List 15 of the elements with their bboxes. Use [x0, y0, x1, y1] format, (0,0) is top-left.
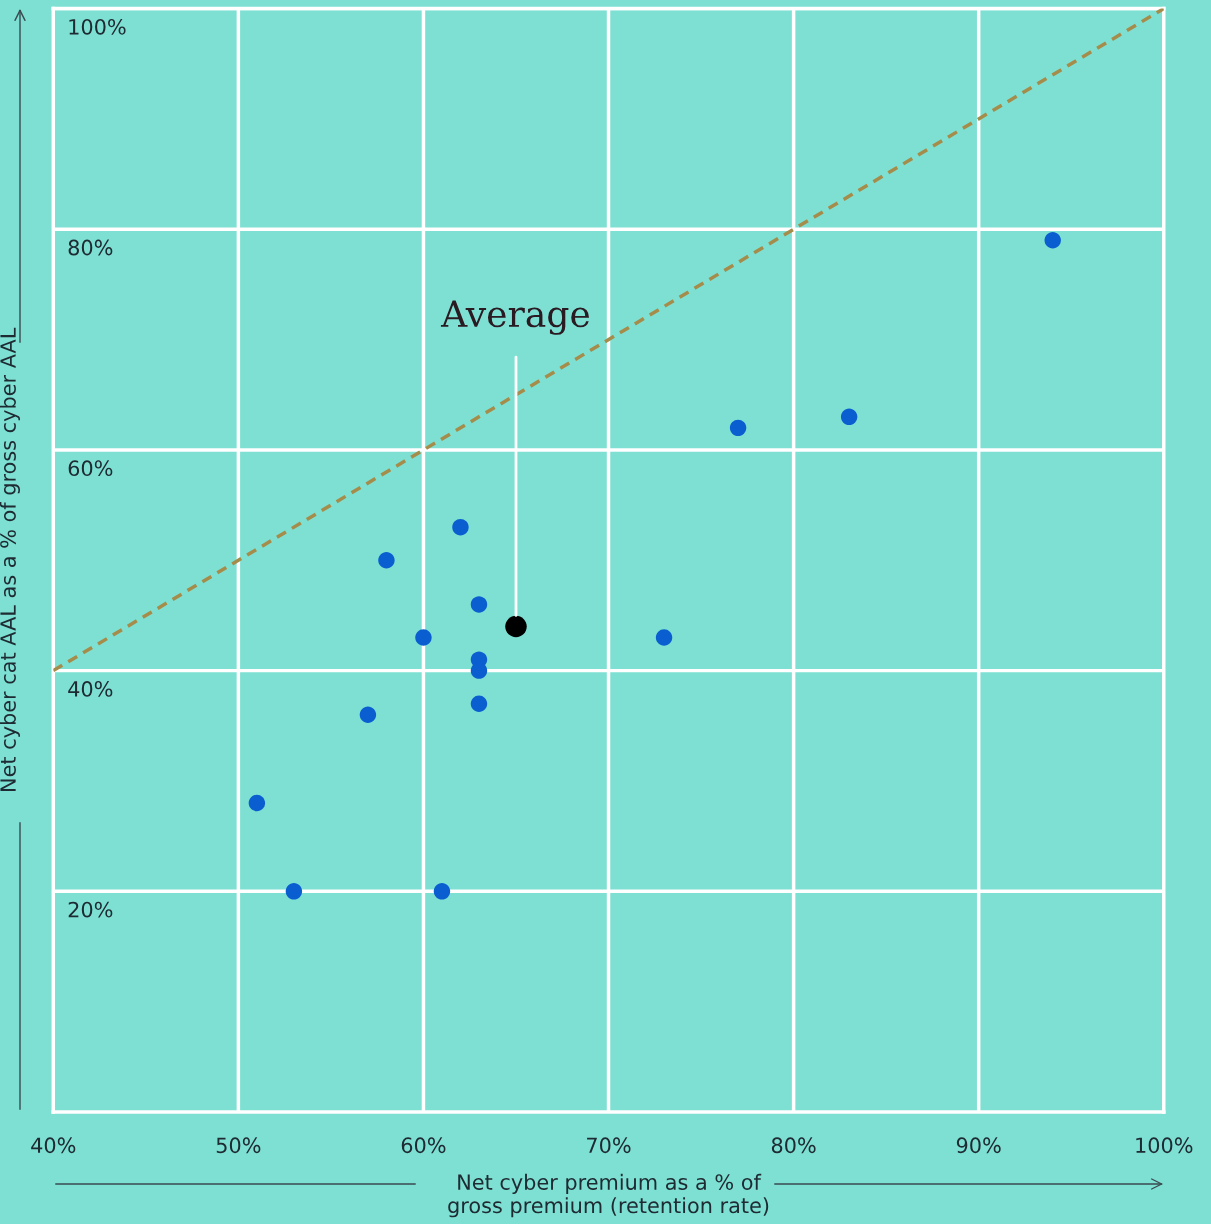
text: Average: [440, 300, 590, 335]
y-axis-title: Net cyber cat AAL as a % of gross cyber AAL: [0, 327, 20, 791]
y-tick-label: 20%: [68, 901, 113, 918]
x-tick-label: 90%: [956, 1137, 1001, 1154]
x-tick-label: 70%: [587, 1137, 631, 1154]
x-axis-title: Net cyber premium as a % of gross premium (retention rate): [448, 1173, 769, 1218]
y-tick-label: 80%: [68, 239, 113, 256]
y-tick-label: 40%: [68, 681, 113, 697]
y-tick-label: 100%: [69, 18, 126, 35]
x-tick-label: 100%: [1136, 1137, 1193, 1154]
y-tick-label: 60%: [68, 460, 113, 477]
x-tick-label: 50%: [216, 1137, 261, 1154]
x-tick-label: 60%: [401, 1137, 446, 1154]
x-tick-label: 40%: [31, 1137, 76, 1154]
x-tick-label: 80%: [771, 1137, 816, 1154]
